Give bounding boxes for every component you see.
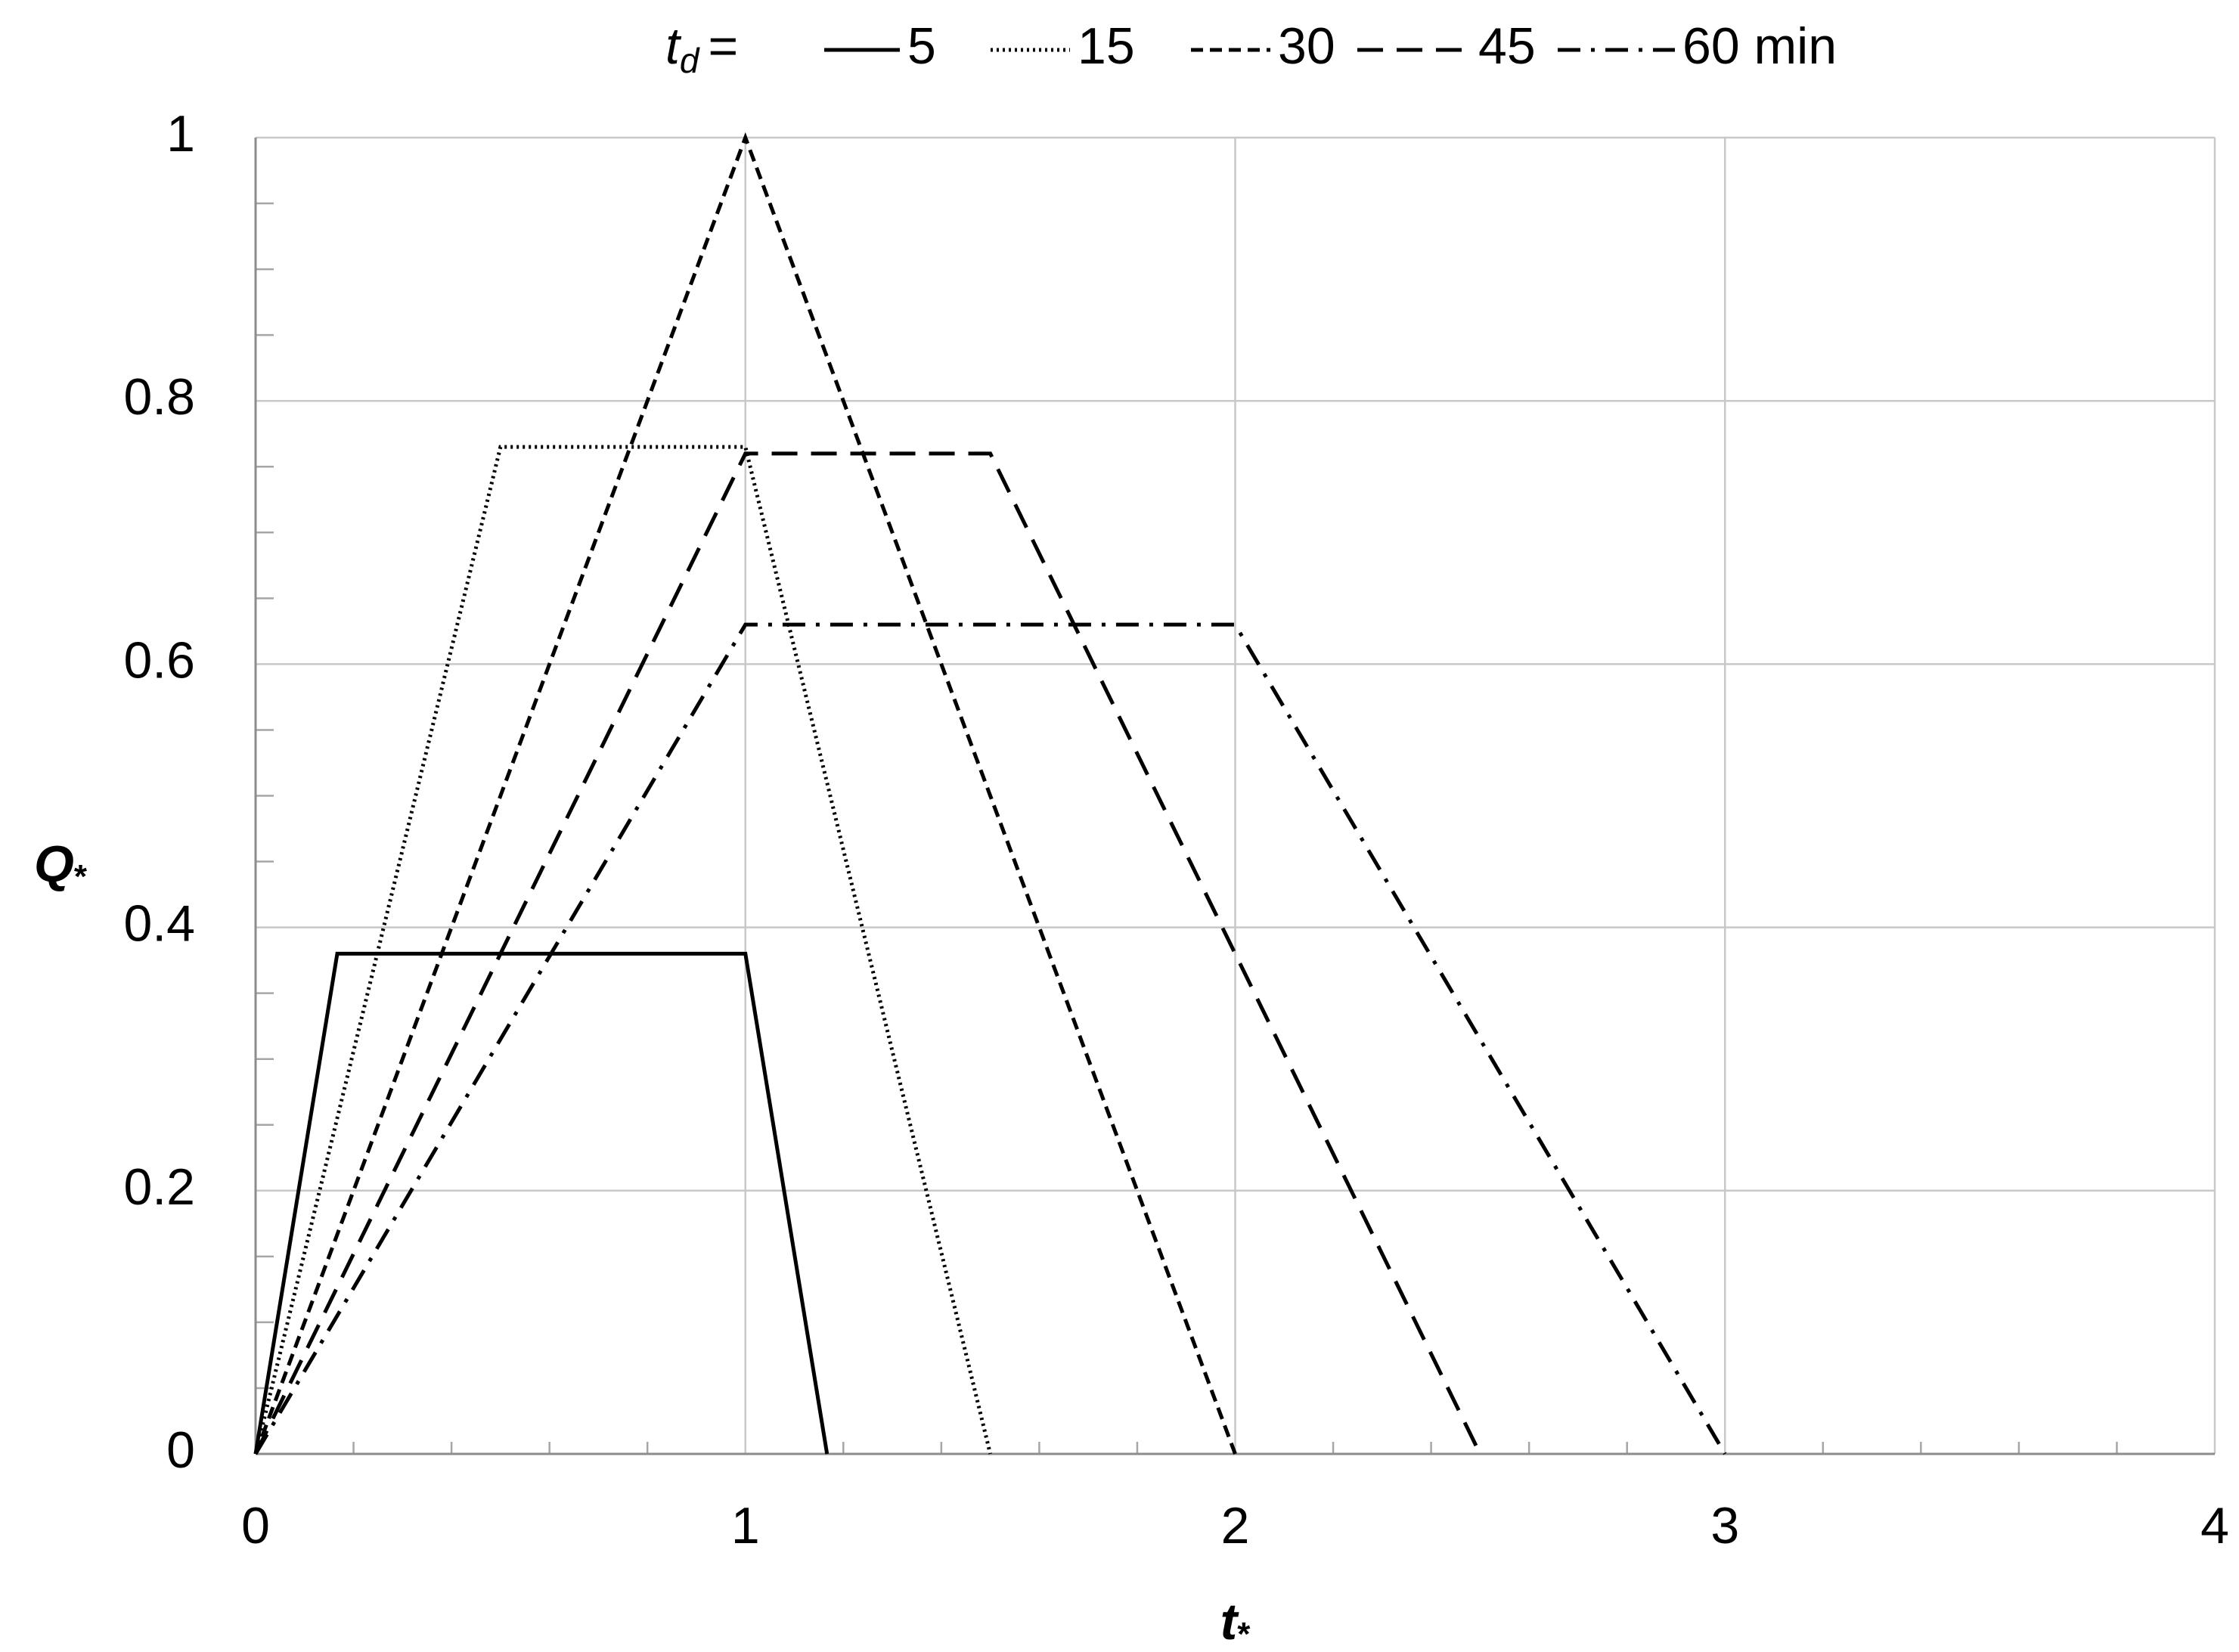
legend: td = 5 15 30 45 60 min bbox=[665, 17, 1837, 80]
y-axis-label-sub: * bbox=[74, 858, 88, 895]
y-tick-label: 0 bbox=[166, 1421, 195, 1479]
x-axis-label-main: t bbox=[1220, 1593, 1239, 1650]
series-line bbox=[253, 622, 1727, 1455]
x-tick-label: 1 bbox=[731, 1497, 760, 1554]
x-tick-label: 2 bbox=[1221, 1497, 1250, 1554]
x-tick-label: 3 bbox=[1710, 1497, 1739, 1554]
y-tick-label: 0.8 bbox=[123, 368, 195, 426]
x-tick-label: 4 bbox=[2200, 1497, 2229, 1554]
y-tick-label: 0.4 bbox=[123, 895, 195, 953]
legend-label: 45 bbox=[1478, 17, 1536, 75]
legend-label: 60 min bbox=[1682, 17, 1837, 75]
series-line bbox=[253, 445, 993, 1455]
y-tick-label: 0.2 bbox=[123, 1158, 195, 1216]
legend-title-main: t bbox=[665, 17, 682, 75]
legend-title-suffix: = bbox=[709, 17, 739, 75]
legend-label: 15 bbox=[1078, 17, 1135, 75]
series-line bbox=[253, 132, 1237, 1455]
legend-title: td = bbox=[665, 17, 738, 80]
y-axis-label-main: Q bbox=[34, 835, 74, 893]
x-axis-label: t* bbox=[1220, 1593, 1251, 1652]
series-line bbox=[253, 451, 1482, 1455]
x-tick-label: 0 bbox=[241, 1497, 270, 1554]
y-tick-label: 0.6 bbox=[123, 631, 195, 689]
y-tick-label: 1 bbox=[166, 105, 195, 163]
legend-label: 30 bbox=[1278, 17, 1335, 75]
legend-title-sub: d bbox=[680, 41, 700, 80]
x-axis-label-sub: * bbox=[1237, 1616, 1251, 1652]
legend-label: 5 bbox=[907, 17, 936, 75]
series-line bbox=[253, 951, 830, 1455]
y-axis-label: Q* bbox=[34, 835, 88, 895]
